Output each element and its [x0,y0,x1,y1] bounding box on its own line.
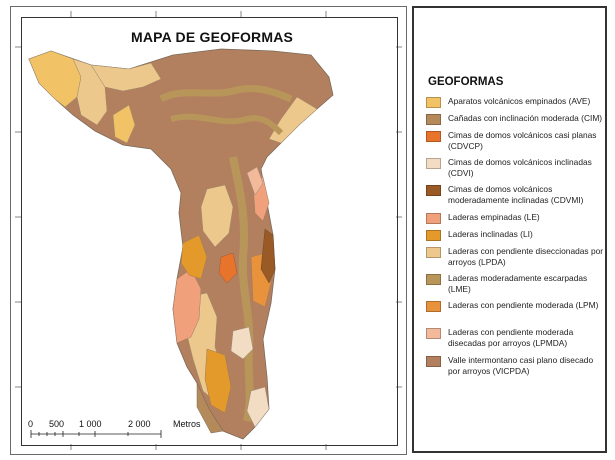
unit-cdvmi [260,228,276,284]
unit-cdvcp [218,252,238,284]
legend-item: Laderas con pendiente diseccionadas por … [426,246,606,268]
legend-item: Cimas de domos volcánicos inclinadas (CD… [426,157,606,179]
unit-vicpda [28,48,334,440]
legend-item: Cimas de domos volcánicos moderadamente … [426,184,606,206]
legend-swatch [426,247,441,258]
legend-label: Cimas de domos volcánicos casi planas (C… [448,130,597,151]
legend-label: Laderas con pendiente moderada (LPM) [448,300,599,310]
unit-cdvi [230,326,254,360]
scale-label-1000: 1 000 [79,419,102,429]
unit-cdvi-2 [246,386,270,428]
map-frame: MAPA DE GEOFORMAS 0 500 1 000 2 000 Metr… [10,6,407,455]
unit-ave-2 [112,104,136,144]
legend-label: Laderas empinadas (LE) [448,212,540,222]
scale-label-0: 0 [28,419,34,429]
legend-label: Laderas moderadamente escarpadas (LME) [448,273,588,294]
legend-swatch [426,274,441,285]
legend-item: Cimas de domos volcánicos casi planas (C… [426,130,606,152]
legend-item: Cañadas con inclinación moderada (CIM) [426,113,606,125]
unit-lme-band-3 [229,156,254,423]
legend-swatch [426,230,441,241]
unit-lme-band-1 [159,85,293,103]
unit-lpda-west [72,58,108,126]
legend-title: GEOFORMAS [428,76,504,88]
unit-lpda-north [90,62,162,92]
unit-li-2 [204,348,232,414]
legend-item: Laderas con pendiente moderada disecadas… [426,327,606,349]
unit-lme-band-2 [170,113,284,136]
scale-bar [30,430,162,438]
legend-swatch [426,158,441,169]
legend-label: Cañadas con inclinación moderada (CIM) [448,113,603,123]
unit-li [180,234,208,280]
legend-swatch [426,97,441,108]
unit-cim [196,382,224,434]
legend-label: Valle intermontano casi plano disecado p… [448,355,594,376]
map-title: MAPA DE GEOFORMAS [131,29,294,45]
legend-swatch [426,328,441,339]
legend-label: Laderas inclinadas (LI) [448,229,533,239]
map-canvas [15,11,402,450]
graticule-ticks [15,11,402,450]
legend-item: Valle intermontano casi plano disecado p… [426,355,606,377]
scale-label-2000: 2 000 [128,419,151,429]
legend-swatch [426,114,441,125]
legend-item: Laderas empinadas (LE) [426,212,606,224]
legend-label: Cimas de domos volcánicos inclinadas (CD… [448,157,592,178]
scale-unit: Metros [173,419,201,429]
legend-label: Aparatos volcánicos empinados (AVE) [448,96,591,106]
legend-swatch [426,301,441,312]
legend-item: Aparatos volcánicos empinados (AVE) [426,96,606,108]
legend-label: Cimas de domos volcánicos moderadamente … [448,184,584,205]
legend-item: Laderas con pendiente moderada (LPM) [426,300,606,312]
legend-swatch [426,356,441,367]
legend-swatch [426,185,441,196]
scale-label-500: 500 [49,419,65,429]
legend-item: Laderas moderadamente escarpadas (LME) [426,273,606,295]
legend-swatch [426,131,441,142]
legend-label: Laderas con pendiente diseccionadas por … [448,246,604,267]
legend-label: Laderas con pendiente moderada disecadas… [448,327,574,348]
legend-swatch [426,213,441,224]
legend-panel: GEOFORMAS Aparatos volcánicos empinados … [412,6,607,453]
legend-item: Laderas inclinadas (LI) [426,229,606,241]
unit-lpmda [246,166,264,196]
unit-lpda-center [200,184,234,248]
map-neatline [21,17,398,446]
